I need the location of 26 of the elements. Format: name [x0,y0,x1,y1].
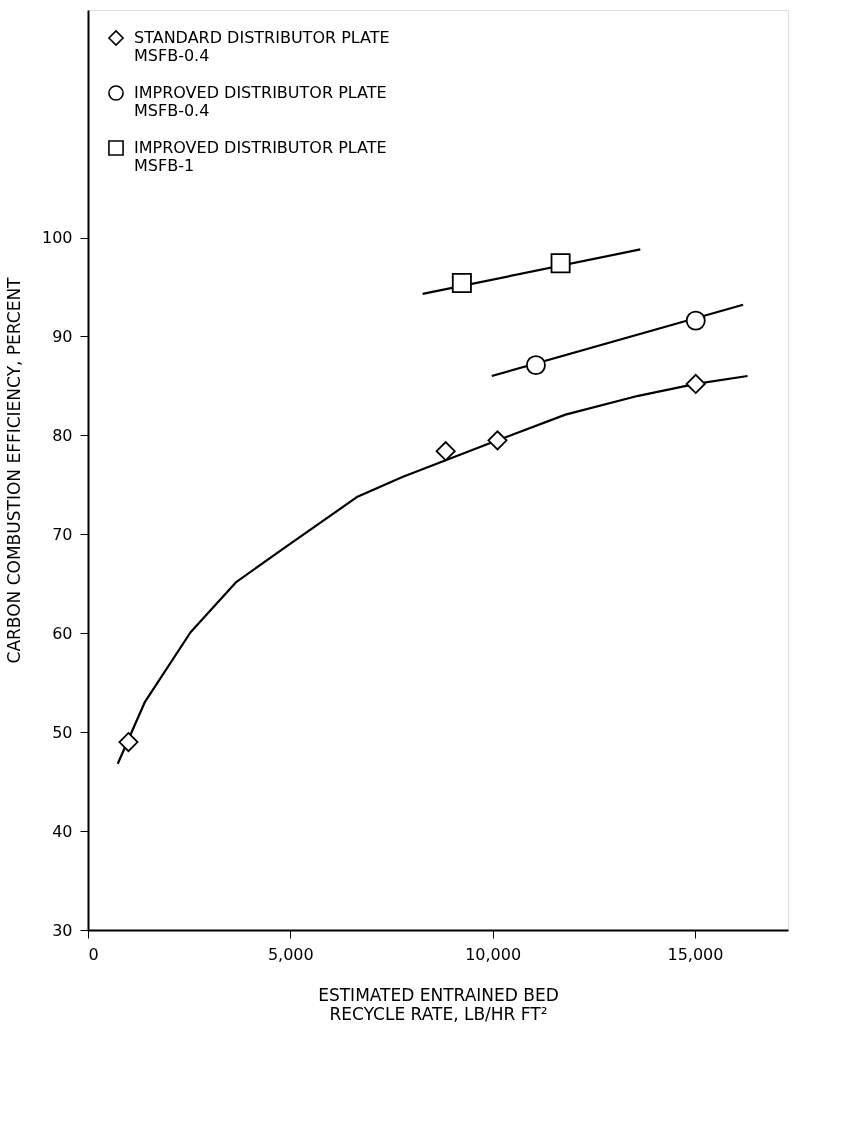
y-tick-label: 70 [52,524,73,544]
y-tick-label: 50 [52,722,73,742]
point [550,253,571,274]
y-tick-label: 60 [52,623,73,643]
y-tick-label: 80 [52,425,73,445]
point [118,732,139,753]
y-tick-label: 40 [52,821,73,841]
legend-label: IMPROVED DISTRIBUTOR PLATE MSFB-0.4 [134,83,387,120]
point [525,355,546,376]
x-tick-label: 5,000 [267,944,314,964]
point [435,441,456,462]
x-tick-label: 15,000 [667,944,724,964]
point [685,310,706,331]
point [685,373,706,394]
y-axis-title: CARBON COMBUSTION EFFICIENCY, PERCENT [3,276,24,664]
point [487,430,508,451]
x-tick-label: 10,000 [465,944,522,964]
point [451,273,472,294]
x-axis-title: ESTIMATED ENTRAINED BED RECYCLE RATE, LB/HR FT² [318,984,559,1024]
y-tick-label: 30 [52,920,73,940]
y-tick-label: 100 [41,228,73,248]
line-series [116,374,749,765]
x-tick-label: 0 [88,944,99,964]
legend-label: STANDARD DISTRIBUTOR PLATE MSFB-0.4 [134,28,390,65]
y-tick-label: 90 [52,326,73,346]
legend-label: IMPROVED DISTRIBUTOR PLATE MSFB-1 [134,138,387,175]
